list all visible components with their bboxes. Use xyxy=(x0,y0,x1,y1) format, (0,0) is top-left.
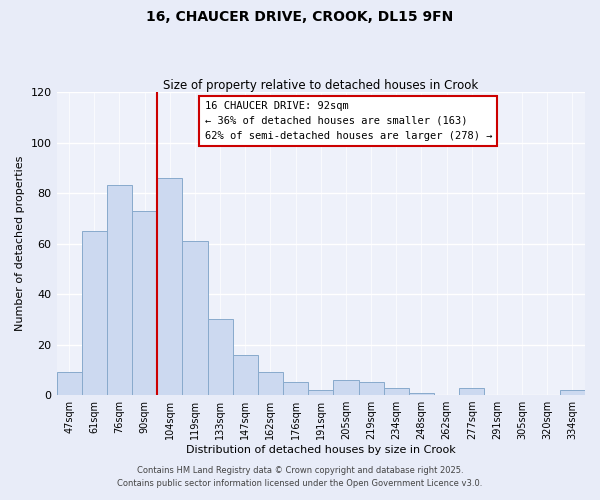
Bar xyxy=(208,320,233,395)
Bar xyxy=(82,231,107,395)
Bar xyxy=(308,390,334,395)
Bar xyxy=(233,354,258,395)
Bar xyxy=(560,390,585,395)
Bar xyxy=(258,372,283,395)
Bar xyxy=(409,392,434,395)
Bar xyxy=(56,372,82,395)
Bar xyxy=(107,186,132,395)
Bar xyxy=(132,210,157,395)
Y-axis label: Number of detached properties: Number of detached properties xyxy=(15,156,25,331)
Bar xyxy=(383,388,409,395)
Bar xyxy=(334,380,359,395)
Text: 16 CHAUCER DRIVE: 92sqm
← 36% of detached houses are smaller (163)
62% of semi-d: 16 CHAUCER DRIVE: 92sqm ← 36% of detache… xyxy=(205,101,492,140)
Bar xyxy=(182,241,208,395)
Bar xyxy=(459,388,484,395)
Text: 16, CHAUCER DRIVE, CROOK, DL15 9FN: 16, CHAUCER DRIVE, CROOK, DL15 9FN xyxy=(146,10,454,24)
Text: Contains HM Land Registry data © Crown copyright and database right 2025.
Contai: Contains HM Land Registry data © Crown c… xyxy=(118,466,482,487)
Bar xyxy=(283,382,308,395)
X-axis label: Distribution of detached houses by size in Crook: Distribution of detached houses by size … xyxy=(186,445,455,455)
Title: Size of property relative to detached houses in Crook: Size of property relative to detached ho… xyxy=(163,79,478,92)
Bar xyxy=(359,382,383,395)
Bar xyxy=(157,178,182,395)
